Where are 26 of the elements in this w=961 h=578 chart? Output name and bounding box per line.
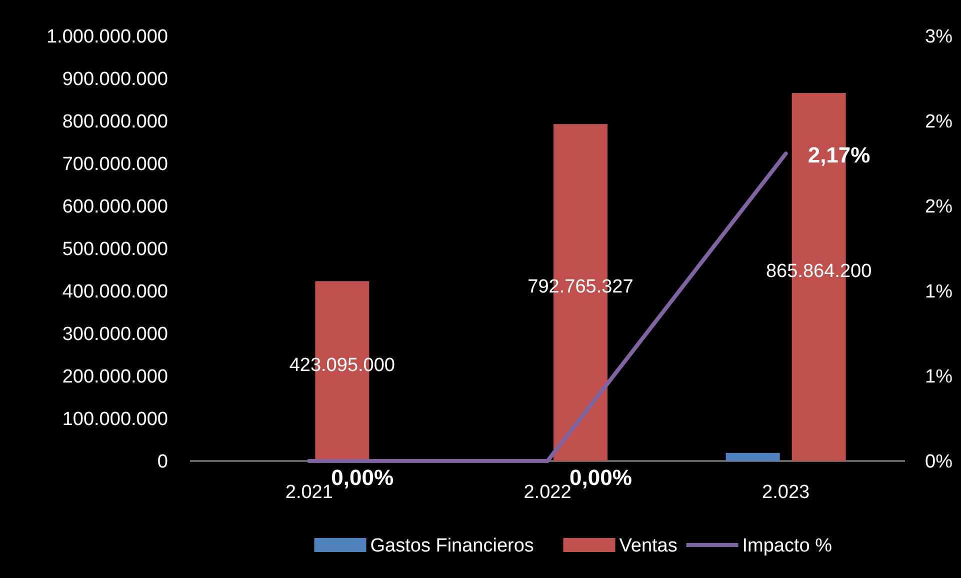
- x-tick-label: 2.023: [762, 482, 810, 503]
- y2-tick-label: 1%: [925, 366, 953, 388]
- y2-tick-label: 1%: [925, 282, 953, 303]
- legend-label: Impacto %: [742, 536, 832, 557]
- legend-label: Gastos Financieros: [370, 536, 534, 557]
- legend-label: Ventas: [619, 536, 678, 557]
- y-tick-label: 100.000.000: [62, 409, 168, 430]
- data-label: 0,00%: [570, 465, 632, 490]
- x-tick-label: 2.022: [524, 482, 572, 503]
- bar: [726, 452, 780, 461]
- y2-tick-label: 0%: [925, 452, 953, 473]
- y-tick-label: 500.000.000: [62, 239, 168, 260]
- y-tick-label: 1.000.000.000: [46, 26, 168, 48]
- y-tick-label: 0: [157, 452, 168, 473]
- y-tick-label: 300.000.000: [62, 324, 168, 346]
- y-tick-label: 800.000.000: [62, 112, 168, 133]
- y2-tick-label: 2%: [925, 112, 953, 133]
- y-tick-label: 200.000.000: [62, 366, 168, 388]
- y2-tick-label: 3%: [925, 26, 953, 48]
- y-tick-label: 400.000.000: [62, 282, 168, 303]
- y-tick-label: 700.000.000: [62, 154, 168, 176]
- data-label: 0,00%: [331, 465, 394, 490]
- x-tick-label: 2.021: [285, 482, 333, 503]
- y-tick-label: 600.000.000: [62, 196, 168, 218]
- y-tick-label: 900.000.000: [62, 69, 168, 90]
- y2-tick-label: 2%: [925, 196, 953, 218]
